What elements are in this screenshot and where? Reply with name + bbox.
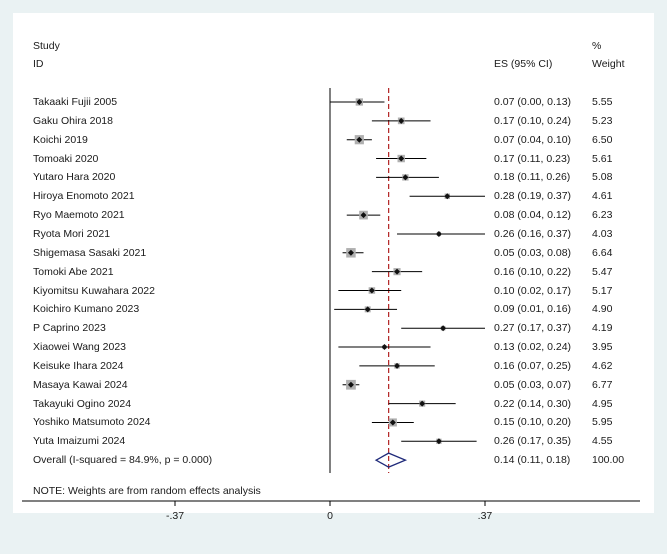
study-point: [356, 99, 363, 105]
study-id: Koichi 2019: [33, 133, 88, 146]
study-id: Hiroya Enomoto 2021: [33, 190, 135, 203]
study-point: [402, 174, 409, 181]
study-id: Xiaowei Wang 2023: [33, 341, 127, 354]
study-es: 0.05 (0.03, 0.08): [494, 246, 572, 259]
study-id: Tomoki Abe 2021: [33, 265, 114, 278]
id-header: ID: [33, 58, 44, 70]
study-point: [394, 268, 401, 275]
study-weight: 5.61: [592, 152, 613, 165]
overall-es: 0.14 (0.11, 0.18): [494, 454, 571, 467]
study-es: 0.26 (0.17, 0.35): [494, 435, 572, 448]
study-id: Takayuki Ogino 2024: [33, 397, 132, 410]
study-id: Keisuke Ihara 2024: [33, 359, 124, 372]
study-weight: 4.03: [592, 227, 613, 240]
es-header: ES (95% CI): [494, 58, 553, 70]
study-point: [389, 419, 396, 426]
study-es: 0.08 (0.04, 0.12): [494, 209, 572, 222]
study-es: 0.16 (0.07, 0.25): [494, 359, 572, 372]
x-tick-label: -.37: [165, 510, 185, 522]
study-id: Shigemasa Sasaki 2021: [33, 246, 147, 259]
study-es: 0.15 (0.10, 0.20): [494, 416, 572, 429]
study-id: Masaya Kawai 2024: [33, 378, 128, 391]
study-id: Yutaro Hara 2020: [33, 171, 116, 184]
study-weight: 5.23: [592, 114, 613, 127]
axis-band: [13, 513, 654, 541]
weight-header: Weight: [592, 58, 625, 70]
study-weight: 5.08: [592, 171, 613, 184]
study-point: [435, 230, 442, 237]
study-es: 0.10 (0.02, 0.17): [494, 284, 572, 297]
study-weight: 4.55: [592, 435, 613, 448]
study-id: Kiyomitsu Kuwahara 2022: [33, 284, 155, 297]
footnote: NOTE: Weights are from random effects an…: [33, 485, 261, 497]
study-id: Yuta Imaizumi 2024: [33, 435, 126, 448]
study-weight: 4.19: [592, 322, 613, 335]
study-weight: 6.64: [592, 246, 613, 259]
study-es: 0.17 (0.11, 0.23): [494, 152, 571, 165]
study-weight: 4.90: [592, 303, 613, 316]
study-es: 0.18 (0.11, 0.26): [494, 171, 571, 184]
overall-label: Overall (I-squared = 84.9%, p = 0.000): [33, 454, 213, 467]
study-weight: 5.95: [592, 416, 613, 429]
study-es: 0.26 (0.16, 0.37): [494, 227, 572, 240]
study-point: [444, 193, 451, 200]
study-es: 0.13 (0.02, 0.24): [494, 341, 572, 354]
study-weight: 6.50: [592, 133, 613, 146]
x-tick-label: 0: [327, 510, 333, 522]
study-point: [381, 344, 388, 351]
percent-header: %: [592, 40, 602, 52]
study-weight: 6.77: [592, 378, 613, 391]
plot-panel: [13, 13, 654, 513]
study-es: 0.17 (0.10, 0.24): [494, 114, 572, 127]
study-weight: 6.23: [592, 209, 613, 222]
study-point: [368, 287, 375, 294]
study-weight: 4.62: [592, 359, 613, 372]
study-es: 0.27 (0.17, 0.37): [494, 322, 572, 335]
study-id: Ryo Maemoto 2021: [33, 209, 125, 222]
study-header: Study: [33, 40, 60, 52]
study-weight: 5.47: [592, 265, 613, 278]
study-weight: 4.61: [592, 190, 613, 203]
study-es: 0.05 (0.03, 0.07): [494, 378, 572, 391]
study-point: [394, 362, 401, 369]
study-weight: 4.95: [592, 397, 613, 410]
study-point: [364, 306, 371, 313]
study-id: Yoshiko Matsumoto 2024: [33, 416, 151, 429]
study-id: P Caprino 2023: [33, 322, 106, 335]
study-weight: 3.95: [592, 341, 613, 354]
study-weight: 5.55: [592, 96, 613, 108]
study-point: [356, 136, 363, 143]
study-es: 0.16 (0.10, 0.22): [494, 265, 572, 278]
study-point: [347, 381, 354, 388]
study-point: [419, 400, 426, 407]
study-point: [347, 249, 354, 256]
study-point: [360, 212, 367, 219]
study-point: [440, 325, 447, 332]
study-id: Ryota Mori 2021: [33, 227, 111, 240]
overall-weight: 100.00: [592, 454, 625, 467]
study-id: Tomoaki 2020: [33, 152, 99, 165]
study-id: Koichiro Kumano 2023: [33, 303, 140, 316]
study-weight: 5.17: [592, 284, 613, 297]
study-es: 0.09 (0.01, 0.16): [494, 303, 572, 316]
overall-diamond: [374, 452, 408, 468]
study-point: [435, 438, 442, 445]
study-es: 0.07 (0.00, 0.13): [494, 96, 572, 108]
study-es: 0.07 (0.04, 0.10): [494, 133, 572, 146]
study-point: [398, 117, 405, 124]
study-id: Gaku Ohira 2018: [33, 114, 113, 127]
study-es: 0.22 (0.14, 0.30): [494, 397, 572, 410]
study-id: Takaaki Fujii 2005: [33, 96, 118, 108]
x-tick-label: .37: [477, 510, 493, 522]
study-es: 0.28 (0.19, 0.37): [494, 190, 572, 203]
study-point: [398, 155, 405, 162]
